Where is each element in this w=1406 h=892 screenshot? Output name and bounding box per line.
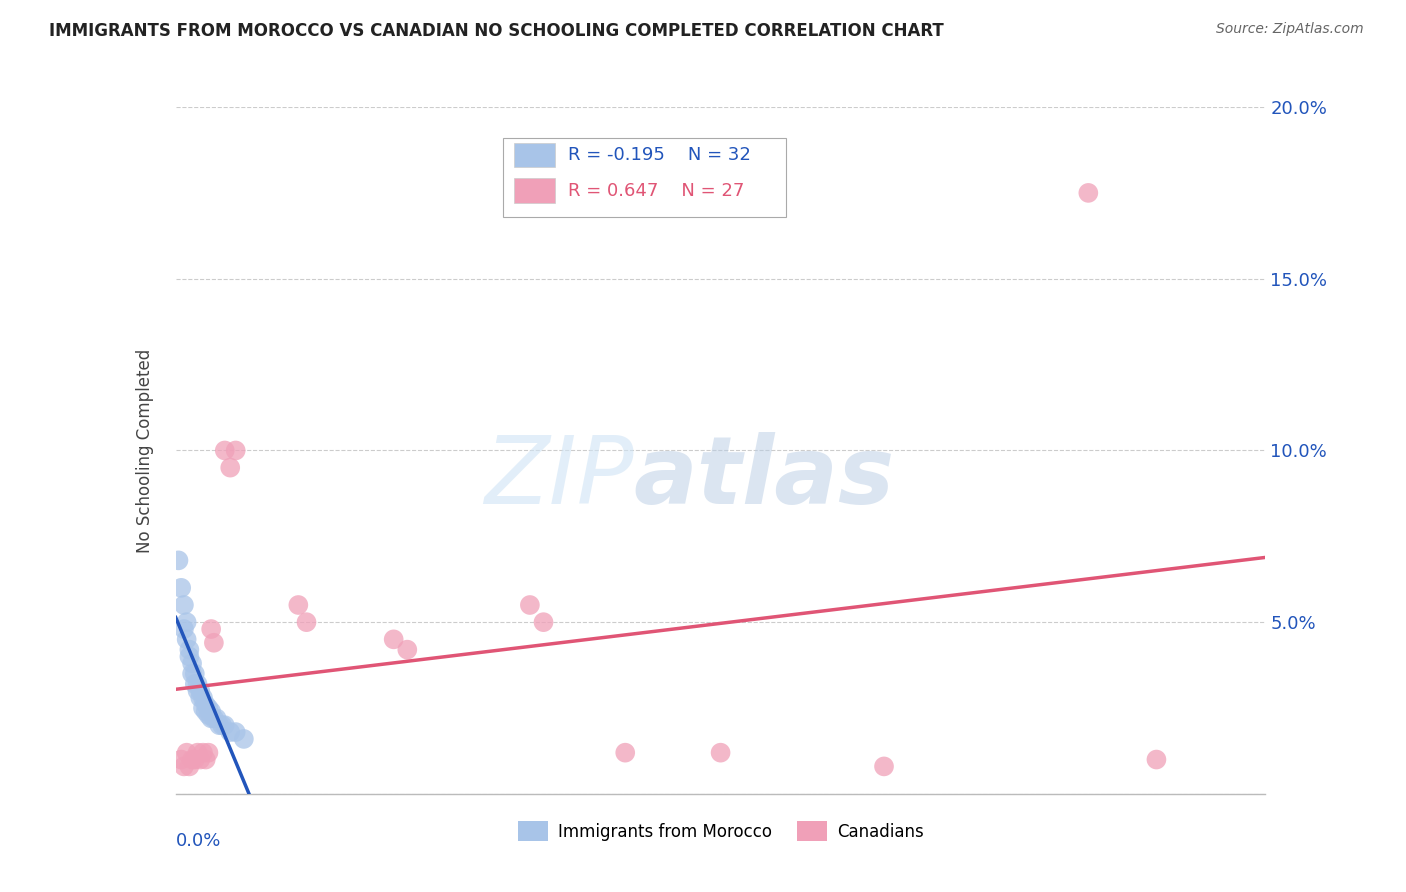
Point xyxy=(173,759,195,773)
Point xyxy=(173,598,195,612)
Point xyxy=(181,753,204,767)
Point xyxy=(188,683,211,698)
Point xyxy=(202,711,225,725)
Point xyxy=(194,705,217,719)
Point xyxy=(614,746,637,760)
FancyBboxPatch shape xyxy=(513,143,555,168)
Point xyxy=(295,615,318,630)
Point xyxy=(170,753,193,767)
Text: R = -0.195    N = 32: R = -0.195 N = 32 xyxy=(568,146,751,164)
Point xyxy=(184,666,207,681)
Point xyxy=(396,642,419,657)
Point xyxy=(181,657,204,671)
Point xyxy=(186,683,209,698)
Point xyxy=(197,701,219,715)
Point xyxy=(188,753,211,767)
Point xyxy=(200,711,222,725)
Text: 0.0%: 0.0% xyxy=(176,831,221,850)
Point xyxy=(184,753,207,767)
Point xyxy=(1144,753,1167,767)
Point xyxy=(197,707,219,722)
Point xyxy=(176,615,198,630)
Text: atlas: atlas xyxy=(633,432,894,524)
Point xyxy=(191,690,214,705)
Legend: Immigrants from Morocco, Canadians: Immigrants from Morocco, Canadians xyxy=(510,814,931,847)
Point xyxy=(533,615,555,630)
Point xyxy=(179,642,201,657)
Point xyxy=(188,690,211,705)
Point xyxy=(200,622,222,636)
Point xyxy=(873,759,896,773)
Point xyxy=(186,677,209,691)
Point xyxy=(1077,186,1099,200)
Point xyxy=(186,746,209,760)
FancyBboxPatch shape xyxy=(513,178,555,203)
Text: ZIP: ZIP xyxy=(484,433,633,524)
Point xyxy=(173,622,195,636)
Point xyxy=(225,443,247,458)
Point xyxy=(205,711,228,725)
Point xyxy=(176,632,198,647)
Text: IMMIGRANTS FROM MOROCCO VS CANADIAN NO SCHOOLING COMPLETED CORRELATION CHART: IMMIGRANTS FROM MOROCCO VS CANADIAN NO S… xyxy=(49,22,943,40)
Point xyxy=(219,725,242,739)
Point xyxy=(232,731,254,746)
FancyBboxPatch shape xyxy=(503,138,786,217)
Point xyxy=(382,632,405,647)
Point xyxy=(167,553,190,567)
Point xyxy=(225,725,247,739)
Point xyxy=(211,718,233,732)
Point xyxy=(214,718,236,732)
Point xyxy=(710,746,733,760)
Point xyxy=(170,581,193,595)
Text: Source: ZipAtlas.com: Source: ZipAtlas.com xyxy=(1216,22,1364,37)
Point xyxy=(191,701,214,715)
Point xyxy=(219,460,242,475)
Point xyxy=(194,698,217,712)
Point xyxy=(208,718,231,732)
Point xyxy=(197,746,219,760)
Y-axis label: No Schooling Completed: No Schooling Completed xyxy=(136,349,155,552)
Point xyxy=(287,598,309,612)
Point xyxy=(202,636,225,650)
Point xyxy=(176,746,198,760)
Text: R = 0.647    N = 27: R = 0.647 N = 27 xyxy=(568,182,744,200)
Point xyxy=(191,746,214,760)
Point xyxy=(179,759,201,773)
Point xyxy=(214,443,236,458)
Point xyxy=(200,705,222,719)
Point xyxy=(519,598,541,612)
Point xyxy=(179,649,201,664)
Point xyxy=(184,677,207,691)
Point xyxy=(194,753,217,767)
Point xyxy=(181,666,204,681)
